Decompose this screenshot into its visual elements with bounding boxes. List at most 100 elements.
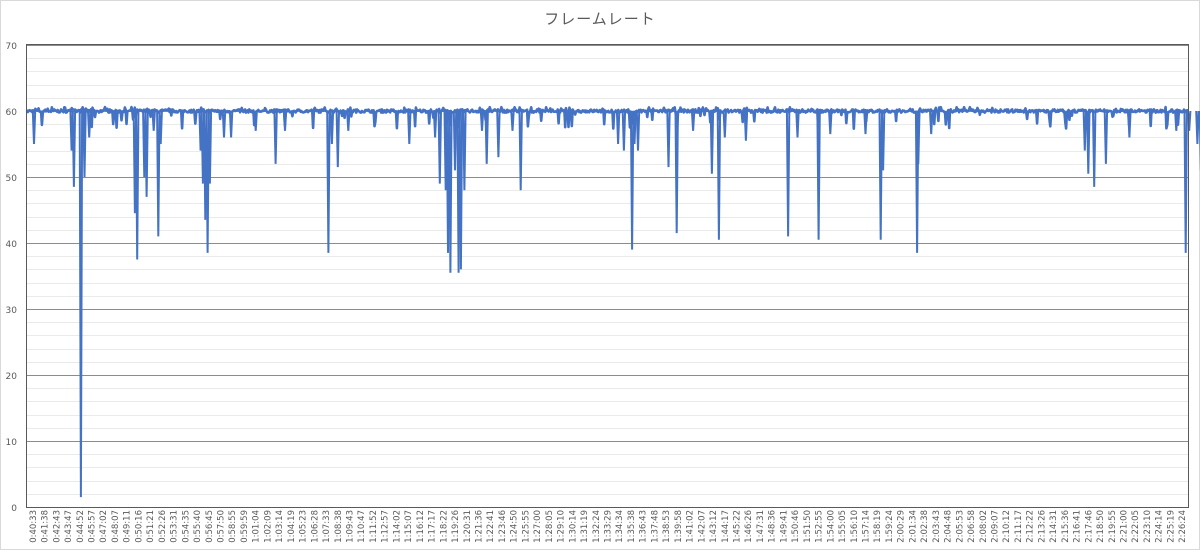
x-tick-label: 2:05:53 (955, 510, 965, 543)
x-tick-label: 2:15:36 (1061, 510, 1071, 543)
x-tick-label: 2:26:24 (1178, 510, 1188, 543)
data-point-dip (635, 110, 641, 151)
x-tick-label: 0:47:02 (99, 510, 109, 543)
x-tick-label: 1:25:55 (521, 510, 531, 543)
data-point-dip (1127, 110, 1132, 138)
x-tick-label: 2:03:43 (932, 510, 942, 543)
x-tick-label: 1:33:29 (604, 510, 614, 543)
x-tick-label: 1:45:22 (733, 510, 743, 543)
data-point-dip (709, 110, 715, 174)
data-point-dip (666, 110, 671, 168)
data-point-dip (144, 110, 149, 197)
data-point-dip (1183, 110, 1188, 253)
x-tick-label: 2:12:22 (1026, 510, 1036, 543)
data-point-dip (462, 110, 467, 191)
data-point-dip (82, 110, 87, 178)
x-tick-label: 2:14:31 (1049, 510, 1059, 543)
data-point-dip (71, 110, 77, 187)
data-point-dip (156, 110, 161, 237)
data-point-dip (329, 110, 335, 145)
x-tick-label: 1:16:12 (416, 510, 426, 543)
x-tick-label: 1:04:19 (287, 510, 297, 543)
x-tick-label: 1:07:33 (322, 510, 332, 543)
data-point-dip (929, 110, 934, 135)
x-tick-label: 1:47:31 (756, 510, 766, 543)
y-tick-label: 10 (6, 438, 18, 448)
x-tick-label: 1:49:41 (779, 510, 789, 543)
series-frame-rate (25, 105, 1200, 498)
x-tick-label: 1:03:14 (275, 510, 285, 543)
x-tick-label: 2:16:41 (1073, 510, 1083, 543)
x-tick-label: 2:08:02 (979, 510, 989, 543)
x-tick-label: 1:24:50 (510, 510, 520, 543)
x-tick-label: 2:09:07 (991, 510, 1001, 543)
data-point-dip (880, 110, 886, 171)
data-point-dip (87, 110, 92, 138)
x-tick-label: 1:11:52 (369, 510, 379, 543)
x-tick-label: 1:36:43 (639, 510, 649, 543)
x-tick-label: 0:48:07 (111, 510, 121, 543)
data-point-dip (158, 110, 163, 145)
x-tick-label: 1:17:17 (428, 510, 438, 543)
data-point-dip (795, 110, 800, 138)
x-tick-label: 1:19:26 (451, 510, 461, 543)
data-point-dip (448, 110, 453, 273)
data-point-dip (31, 110, 37, 145)
x-tick-label: 2:21:00 (1120, 510, 1130, 543)
data-point-dip (437, 110, 442, 184)
data-point-dip (716, 110, 722, 240)
x-tick-label: 2:13:26 (1037, 510, 1047, 543)
data-point-dip (1174, 110, 1179, 131)
data-point-dip (1082, 110, 1087, 151)
x-tick-label: 2:10:12 (1002, 510, 1012, 543)
x-tick-label: 1:59:24 (885, 510, 895, 543)
x-tick-label: 1:05:23 (299, 510, 309, 543)
x-tick-label: 2:19:55 (1108, 510, 1118, 543)
data-point-dip (863, 110, 868, 135)
data-point-dip (916, 110, 921, 164)
x-tick-label: 1:22:41 (486, 510, 496, 543)
data-point-dip (878, 110, 883, 240)
x-tick-label: 1:35:38 (627, 510, 637, 543)
x-tick-label: 0:45:57 (88, 510, 98, 543)
x-tick-label: 1:28:05 (545, 510, 555, 543)
x-tick-label: 0:49:11 (123, 510, 133, 543)
x-tick-label: 1:55:05 (838, 510, 848, 543)
y-tick-label: 70 (6, 42, 18, 52)
y-tick-label: 50 (6, 174, 18, 184)
x-tick-label: 2:06:58 (967, 510, 977, 543)
data-point-dip (496, 110, 501, 158)
chart-title: フレームレート (544, 10, 656, 28)
data-point-dip (135, 110, 140, 260)
x-tick-label: 1:31:19 (580, 510, 590, 543)
data-point-dip (335, 110, 340, 168)
data-point-dip (228, 110, 234, 138)
x-tick-label: 2:11:17 (1014, 510, 1024, 543)
data-point-dip (1092, 110, 1097, 187)
x-tick-label: 2:17:46 (1084, 510, 1094, 543)
x-tick-label: 0:56:45 (205, 510, 215, 543)
data-point-dip (432, 110, 438, 138)
x-tick-label: 1:48:36 (768, 510, 778, 543)
x-tick-label: 1:52:55 (815, 510, 825, 543)
x-tick-label: 0:58:55 (228, 510, 238, 543)
data-point-dip (510, 110, 515, 131)
x-tick-label: 1:09:43 (346, 510, 356, 543)
data-point-dip (632, 110, 637, 145)
x-tick-label: 1:58:19 (873, 510, 883, 543)
x-tick-label: 1:27:00 (533, 510, 543, 543)
x-tick-label: 0:57:50 (217, 510, 227, 543)
data-point-dip (484, 110, 489, 164)
x-tick-label: 1:39:58 (674, 510, 684, 543)
x-tick-label: 1:29:10 (557, 510, 567, 543)
x-tick-label: 1:23:46 (498, 510, 508, 543)
x-tick-label: 0:52:26 (158, 510, 168, 543)
data-point-dip (407, 110, 412, 145)
data-point-dip (253, 110, 258, 131)
data-point-dip (1086, 110, 1091, 174)
data-point-dip (452, 110, 458, 171)
data-point-dip (458, 110, 464, 270)
x-tick-label: 2:23:10 (1143, 510, 1153, 543)
